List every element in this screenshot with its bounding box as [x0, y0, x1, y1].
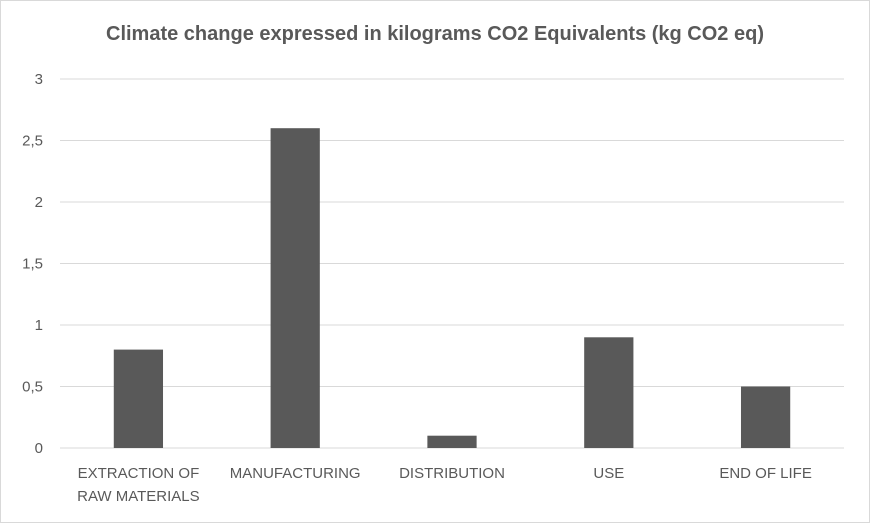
- y-tick-label: 1,5: [22, 256, 43, 273]
- x-category-label: MANUFACTURING: [230, 465, 361, 482]
- y-tick-label: 0,5: [22, 379, 43, 396]
- bar: [584, 337, 634, 448]
- gridlines: [60, 78, 844, 449]
- y-tick-label: 3: [35, 71, 43, 88]
- x-category-label-line: END OF LIFE: [719, 465, 812, 482]
- y-tick-label: 1: [35, 317, 43, 334]
- x-category-label: EXTRACTION OF RAW MATERIALS: [77, 465, 200, 505]
- y-axis-ticks: 0 0,5 1 1,5 2 2,5 3: [22, 71, 43, 457]
- y-tick-label: 0: [35, 440, 43, 457]
- y-tick-label: 2: [35, 194, 43, 211]
- x-category-label: DISTRIBUTION: [399, 465, 505, 482]
- bar: [740, 386, 791, 448]
- x-category-label-line: EXTRACTION OF: [78, 465, 200, 482]
- x-axis-labels: EXTRACTION OF RAW MATERIALS MANUFACTURING D…: [77, 465, 812, 505]
- bars: [113, 128, 791, 448]
- bar: [427, 435, 477, 448]
- bar: [270, 128, 320, 448]
- x-category-label: USE: [593, 465, 624, 482]
- x-category-label: END OF LIFE: [719, 465, 812, 482]
- x-category-label-line: RAW MATERIALS: [77, 488, 200, 505]
- y-tick-label: 2,5: [22, 133, 43, 150]
- x-category-label-line: MANUFACTURING: [230, 465, 361, 482]
- x-category-label-line: USE: [593, 465, 624, 482]
- chart-title: Climate change expressed in kilograms CO…: [106, 23, 764, 45]
- x-category-label-line: DISTRIBUTION: [399, 465, 505, 482]
- bar: [113, 349, 164, 448]
